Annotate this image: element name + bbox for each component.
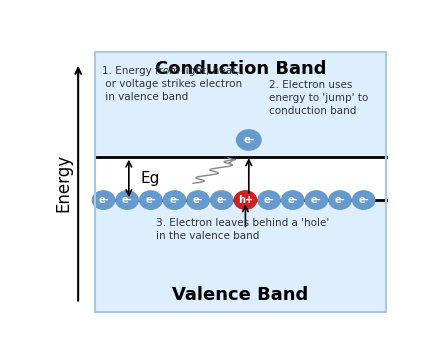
- Text: e-: e-: [98, 195, 109, 205]
- Text: e-: e-: [287, 195, 298, 205]
- Circle shape: [258, 191, 280, 209]
- Circle shape: [187, 191, 209, 209]
- Text: Conduction Band: Conduction Band: [155, 60, 326, 78]
- Circle shape: [236, 130, 261, 150]
- Circle shape: [353, 191, 375, 209]
- Text: e-: e-: [122, 195, 133, 205]
- Bar: [95, 52, 385, 157]
- Text: e-: e-: [146, 195, 156, 205]
- Bar: [95, 157, 385, 200]
- Text: 3. Electron leaves behind a 'hole'
in the valence band: 3. Electron leaves behind a 'hole' in th…: [156, 218, 329, 241]
- Text: e-: e-: [169, 195, 180, 205]
- Text: 1. Energy from light, heat,
 or voltage strikes electron
 in valence band: 1. Energy from light, heat, or voltage s…: [102, 66, 242, 102]
- Circle shape: [282, 191, 304, 209]
- Circle shape: [164, 191, 186, 209]
- Text: e-: e-: [358, 195, 369, 205]
- Circle shape: [211, 191, 233, 209]
- Circle shape: [234, 191, 256, 209]
- Text: Eg: Eg: [141, 171, 160, 186]
- Bar: [95, 200, 385, 312]
- Circle shape: [305, 191, 327, 209]
- Text: h+: h+: [238, 195, 253, 205]
- Circle shape: [116, 191, 138, 209]
- Circle shape: [92, 191, 115, 209]
- Circle shape: [140, 191, 162, 209]
- Text: e-: e-: [243, 135, 255, 145]
- Text: e-: e-: [335, 195, 345, 205]
- Bar: [95, 52, 385, 312]
- Text: 2. Electron uses
energy to 'jump' to
conduction band: 2. Electron uses energy to 'jump' to con…: [269, 80, 368, 116]
- Text: e-: e-: [216, 195, 227, 205]
- Circle shape: [329, 191, 351, 209]
- Text: Valence Band: Valence Band: [172, 286, 309, 303]
- Text: Energy: Energy: [54, 154, 72, 212]
- Text: e-: e-: [311, 195, 322, 205]
- Text: e-: e-: [193, 195, 204, 205]
- Text: e-: e-: [264, 195, 274, 205]
